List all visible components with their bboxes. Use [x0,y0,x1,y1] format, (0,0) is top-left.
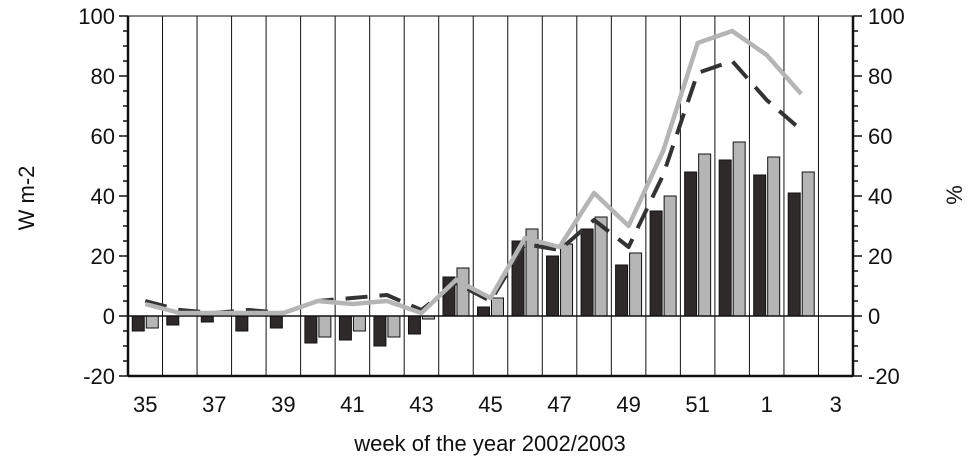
y2-tick-label: 100 [868,4,905,29]
bar-series1-50 [649,210,663,317]
labels-layer: -20 0 20 40 60 80 100 -20 0 20 40 60 80 100 35 37 39 41 43… [78,4,904,417]
x-tick-label-35: 35 [133,392,157,417]
y2-tick-label: 20 [868,244,892,269]
line-series1 [144,59,803,315]
bar-series2-42 [387,315,401,338]
bar-series1-45 [477,306,490,317]
bar-series1-39 [269,315,283,329]
x-tick-label-3: 3 [830,392,842,417]
x-axis-label: week of the year 2002/2003 [353,431,626,456]
x-tick-label-49: 49 [616,392,640,417]
bar-series1-38 [235,315,249,332]
y2-tick-label: -20 [868,364,900,389]
lines-layer [144,28,803,316]
y-axis-label: W m-2 [14,166,39,231]
y2-axis-label: % [942,185,967,205]
x-tick-label-39: 39 [271,392,295,417]
bar-series1-52 [718,159,732,317]
line-series2 [144,28,803,316]
y-tick-label: 60 [91,124,115,149]
bar-series1-41 [338,315,352,341]
x-tick-label-45: 45 [478,392,502,417]
bar-series1-49 [615,264,629,317]
y-tick-label: 40 [91,184,115,209]
bar-series2-51 [698,153,712,317]
bar-series1-1 [753,174,767,317]
bar-series2-52 [732,141,746,317]
bar-series2-35 [145,315,159,329]
axes-layer [119,15,862,378]
x-tick-label-51: 51 [685,392,709,417]
bar-series1-48 [580,228,594,317]
bar-series2-50 [663,195,677,317]
bar-series1-36 [166,315,180,326]
y2-tick-label: 80 [868,64,892,89]
bar-series2-40 [318,315,332,338]
bar-series1-51 [684,171,698,317]
y-tick-label: 20 [91,244,115,269]
x-tick-label-43: 43 [409,392,433,417]
bar-series2-44 [456,267,470,317]
y2-tick-label: 60 [868,124,892,149]
y-tick-label: -20 [83,364,115,389]
bar-series1-43 [407,315,421,335]
bar-series2-2 [801,171,815,317]
x-tick-label-1: 1 [761,392,773,417]
bars-layer [131,141,815,347]
x-tick-label-47: 47 [547,392,571,417]
bar-series1-35 [131,315,145,332]
y-tick-label: 100 [78,4,115,29]
bar-series2-48 [594,216,608,317]
bar-series2-41 [352,315,366,332]
grid-layer [128,16,853,376]
y2-tick-label: 40 [868,184,892,209]
y-tick-label: 0 [103,304,115,329]
bar-series1-42 [373,315,387,347]
bar-series2-47 [560,243,574,317]
x-tick-label-41: 41 [340,392,364,417]
bar-series1-37 [200,315,214,323]
bar-series1-40 [304,315,318,344]
y2-tick-label: 0 [868,304,880,329]
bar-series1-2 [787,192,801,317]
x-tick-label-37: 37 [202,392,226,417]
bar-series2-49 [629,252,643,317]
bar-series1-47 [546,255,560,317]
bar-series2-1 [767,156,781,317]
y-tick-label: 80 [91,64,115,89]
bar-series2-45 [491,297,504,317]
